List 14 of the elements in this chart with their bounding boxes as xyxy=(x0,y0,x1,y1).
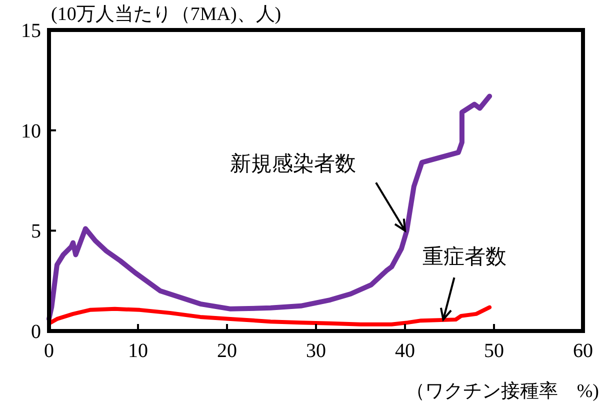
y-tick-label: 5 xyxy=(31,220,41,243)
y-tick-label: 10 xyxy=(21,120,41,142)
y-axis-title: (10万人当たり（7MA)、人) xyxy=(51,4,282,25)
y-tick-label: 0 xyxy=(31,321,41,343)
x-tick-label: 40 xyxy=(395,340,415,362)
x-tick-label: 10 xyxy=(128,340,148,362)
annotation: 重症者数 xyxy=(422,244,506,269)
y-tick-label: 15 xyxy=(21,20,41,42)
x-tick-label: 60 xyxy=(573,340,593,362)
x-tick-label: 50 xyxy=(484,340,504,362)
x-axis-title: （ワクチン接種率 %) xyxy=(406,380,599,402)
x-tick-label: 30 xyxy=(306,340,326,362)
x-tick-label: 20 xyxy=(217,340,237,362)
annotation: 新規感染者数 xyxy=(230,152,356,176)
